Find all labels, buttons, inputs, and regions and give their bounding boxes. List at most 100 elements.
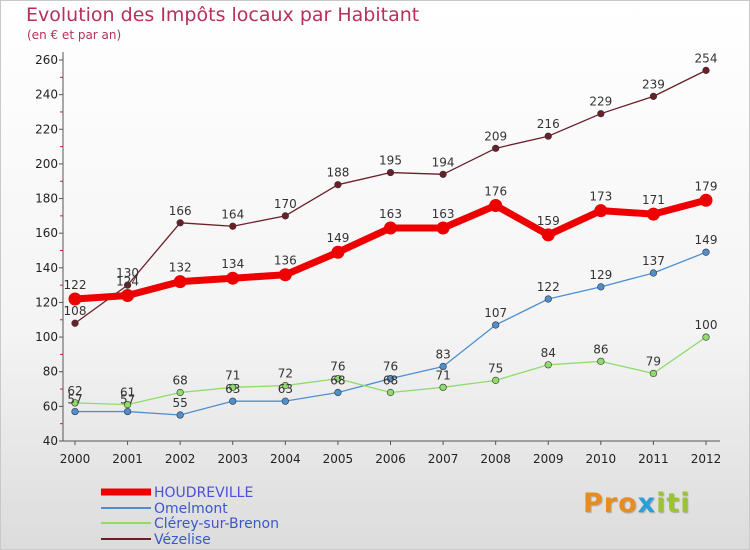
data-label: 188 [326, 166, 349, 180]
logo-part-3: iti [656, 488, 691, 519]
data-label: 68 [383, 374, 398, 388]
data-point [386, 168, 395, 177]
data-label: 163 [432, 207, 455, 221]
data-label: 122 [537, 280, 560, 294]
data-label: 57 [67, 393, 82, 407]
data-label: 209 [484, 129, 507, 143]
legend-label: Clérey-sur-Brenon [154, 516, 279, 532]
data-point [334, 375, 342, 383]
data-point [594, 204, 608, 218]
data-point [436, 221, 450, 235]
data-label: 63 [278, 382, 293, 396]
data-label: 216 [537, 117, 560, 131]
data-label: 108 [64, 304, 87, 318]
data-label: 83 [435, 348, 450, 362]
x-tick-label: 2004 [270, 452, 301, 466]
data-point [439, 362, 447, 371]
data-point [176, 388, 184, 397]
y-tick-label: 100 [35, 330, 58, 344]
x-tick-label: 2000 [60, 452, 91, 466]
series-0 [68, 193, 713, 306]
data-point [699, 193, 713, 207]
data-label: 166 [169, 204, 192, 218]
data-label: 68 [330, 374, 345, 388]
data-label: 134 [221, 257, 244, 271]
x-tick-label: 2002 [165, 452, 196, 466]
y-tick-label: 180 [35, 192, 58, 206]
data-label: 239 [642, 77, 665, 91]
data-label: 149 [326, 231, 349, 245]
data-label: 57 [120, 393, 135, 407]
chart-title: Evolution des Impôts locaux par Habitant [26, 4, 420, 26]
data-point [597, 283, 605, 291]
legend-label: HOUDREVILLE [154, 485, 253, 501]
data-point [281, 212, 289, 220]
data-point [646, 207, 660, 221]
data-label: 137 [642, 254, 665, 268]
data-label: 79 [646, 354, 661, 368]
data-point [123, 401, 132, 409]
x-tick-label: 2012 [691, 452, 722, 466]
y-tick-label: 120 [35, 295, 58, 309]
data-point [123, 281, 132, 289]
data-label: 84 [541, 346, 556, 360]
proxiti-logo: Proxiti [583, 488, 691, 519]
data-point [649, 269, 658, 277]
data-point [176, 219, 184, 227]
data-point [71, 319, 79, 327]
data-point [68, 292, 82, 306]
x-tick-label: 2009 [533, 452, 564, 466]
x-tick-label: 2005 [323, 452, 354, 466]
data-point [173, 275, 187, 289]
data-point [278, 268, 292, 282]
data-label: 254 [695, 51, 718, 65]
x-tick-label: 2001 [112, 452, 143, 466]
series-3 [71, 66, 710, 327]
data-label: 164 [221, 207, 244, 221]
data-label: 86 [593, 342, 608, 356]
data-point [702, 66, 710, 74]
x-tick-label: 2010 [586, 452, 617, 466]
x-tick-label: 2003 [217, 452, 248, 466]
x-tick-label: 2007 [428, 452, 459, 466]
data-point [492, 376, 500, 384]
data-label: 61 [120, 386, 135, 400]
data-label: 149 [695, 233, 718, 247]
data-label: 124 [116, 275, 139, 289]
data-point [597, 110, 605, 118]
x-tick-label: 2008 [480, 452, 511, 466]
data-label: 72 [278, 367, 293, 381]
data-label: 100 [695, 318, 718, 332]
data-label: 129 [589, 268, 612, 282]
data-label: 132 [169, 261, 192, 275]
data-point [492, 144, 500, 152]
data-point [386, 375, 395, 383]
data-point [229, 222, 237, 230]
y-tick-label: 40 [43, 434, 58, 448]
data-label: 75 [488, 361, 503, 375]
data-label: 195 [379, 154, 402, 168]
data-point [439, 170, 447, 178]
data-point [386, 388, 395, 397]
data-point [71, 407, 79, 416]
data-label: 179 [695, 179, 718, 193]
data-point [121, 289, 135, 303]
data-label: 136 [274, 254, 297, 268]
x-tick-label: 2011 [638, 452, 669, 466]
data-label: 63 [225, 382, 240, 396]
logo-part-2: x [637, 488, 657, 519]
data-label: 229 [589, 95, 612, 109]
data-label: 122 [64, 278, 87, 292]
data-point [334, 388, 342, 397]
data-point [597, 357, 605, 365]
data-label: 170 [274, 197, 297, 211]
data-label: 68 [173, 374, 188, 388]
data-label: 173 [589, 190, 612, 204]
logo-part-1: Pro [583, 488, 638, 519]
data-label: 163 [379, 207, 402, 221]
data-point [229, 397, 237, 405]
legend-label: Omelmont [154, 501, 228, 517]
data-label: 107 [484, 306, 507, 320]
